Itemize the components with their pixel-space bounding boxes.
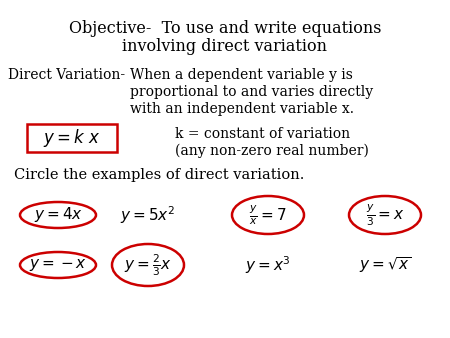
Text: $y = 5x^{2}$: $y = 5x^{2}$ bbox=[120, 204, 176, 226]
Text: k = constant of variation: k = constant of variation bbox=[175, 127, 350, 141]
Text: $\frac{y}{x} = 7$: $\frac{y}{x} = 7$ bbox=[249, 203, 287, 227]
Text: $y = 4x$: $y = 4x$ bbox=[33, 206, 82, 224]
Text: Objective-  To use and write equations: Objective- To use and write equations bbox=[69, 20, 381, 37]
Text: When a dependent variable y is: When a dependent variable y is bbox=[130, 68, 353, 82]
Text: involving direct variation: involving direct variation bbox=[122, 38, 328, 55]
Text: $y = \frac{2}{3}x$: $y = \frac{2}{3}x$ bbox=[124, 252, 172, 278]
Text: with an independent variable x.: with an independent variable x. bbox=[130, 102, 354, 116]
Text: $y = x^{3}$: $y = x^{3}$ bbox=[245, 254, 291, 276]
Text: $y = -x$: $y = -x$ bbox=[29, 257, 87, 273]
Text: Direct Variation-: Direct Variation- bbox=[8, 68, 125, 82]
Text: $y = \sqrt{x}$: $y = \sqrt{x}$ bbox=[359, 255, 411, 275]
FancyBboxPatch shape bbox=[27, 124, 117, 152]
Text: Circle the examples of direct variation.: Circle the examples of direct variation. bbox=[14, 168, 304, 182]
Text: proportional to and varies directly: proportional to and varies directly bbox=[130, 85, 373, 99]
Text: $y = k\ x$: $y = k\ x$ bbox=[43, 127, 101, 149]
Text: (any non-zero real number): (any non-zero real number) bbox=[175, 144, 369, 159]
Text: $\frac{y}{3} = x$: $\frac{y}{3} = x$ bbox=[365, 202, 405, 228]
